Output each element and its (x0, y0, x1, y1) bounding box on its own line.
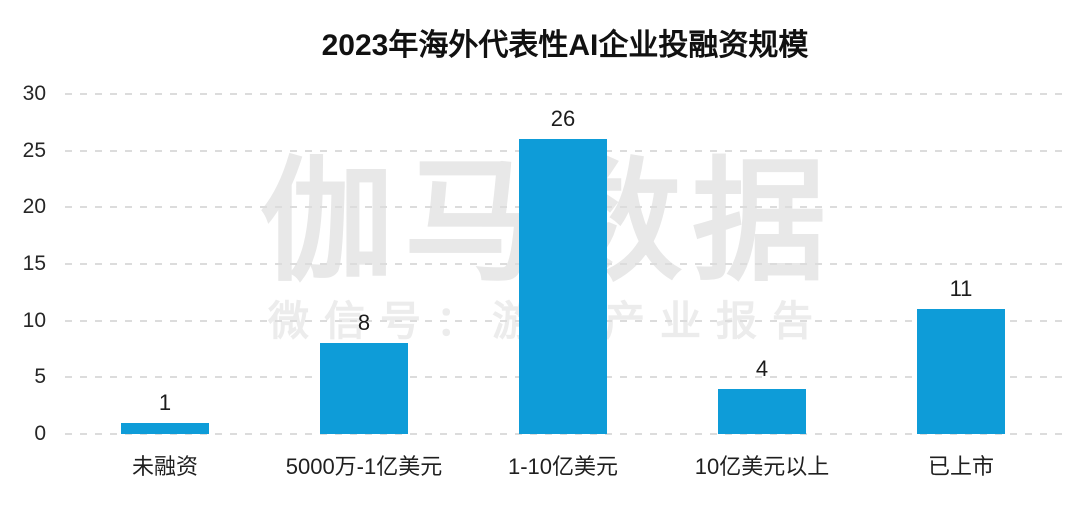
x-axis-label: 1-10亿美元 (507, 454, 619, 479)
chart-bar (917, 309, 1005, 434)
x-axis-label: 未融资 (131, 454, 198, 479)
chart-title: 2023年海外代表性AI企业投融资规模 (321, 29, 809, 62)
chart-bar (718, 388, 806, 434)
y-axis-tick-label: 30 (22, 82, 46, 105)
y-axis-tick-label: 0 (34, 422, 46, 445)
gridline (65, 93, 1065, 95)
x-axis-label: 10亿美元以上 (694, 454, 830, 479)
gridline (65, 433, 1065, 435)
bar-value-label: 4 (755, 355, 769, 381)
x-axis-label: 已上市 (927, 454, 994, 479)
y-axis-tick-label: 25 (22, 138, 46, 162)
bar-value-label: 11 (949, 276, 973, 302)
y-axis-tick-label: 10 (22, 308, 46, 332)
bar-value-label: 8 (357, 310, 371, 336)
chart-bar (519, 139, 607, 434)
y-axis-tick-label: 15 (22, 252, 46, 275)
y-axis-tick-label: 20 (22, 195, 46, 219)
bar-value-label: 26 (550, 106, 576, 132)
chart-bar (320, 343, 408, 434)
chart-bar (121, 422, 209, 434)
x-axis-label: 5000万-1亿美元 (285, 454, 443, 479)
bar-value-label: 1 (158, 389, 172, 415)
y-axis-tick-label: 5 (34, 365, 46, 389)
